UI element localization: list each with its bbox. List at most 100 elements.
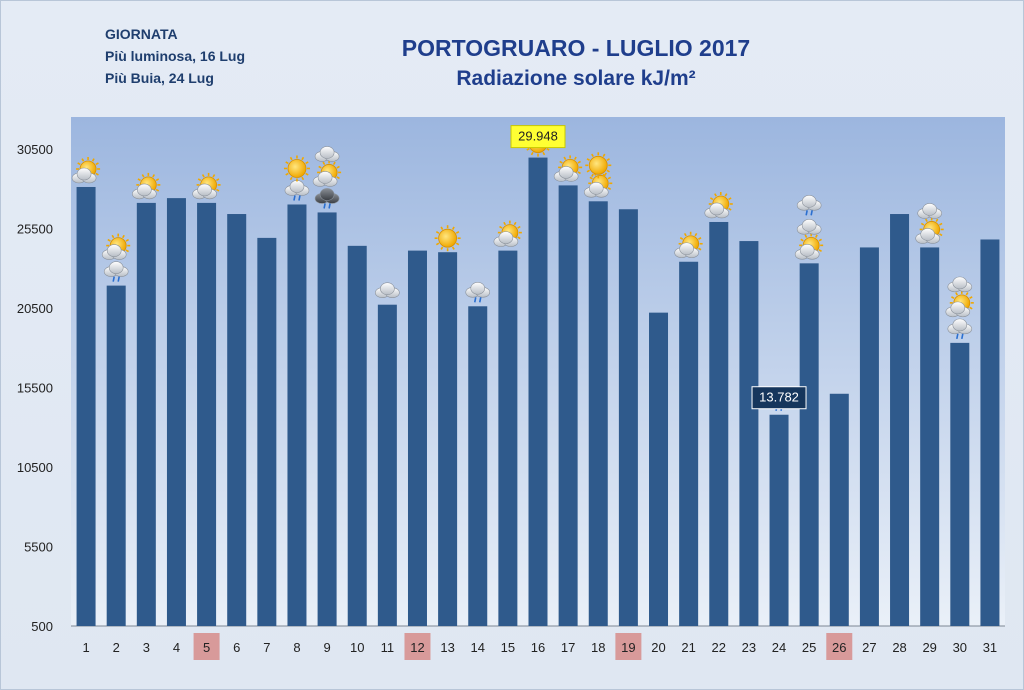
x-tick-label: 4 <box>173 640 180 655</box>
sun-icon <box>434 225 461 252</box>
bar <box>709 221 729 626</box>
x-tick-label: 12 <box>410 640 424 655</box>
bar <box>799 263 819 626</box>
cloud-rain-icon <box>465 281 491 303</box>
bar <box>166 198 186 626</box>
bar <box>257 237 277 626</box>
x-tick-label: 25 <box>802 640 816 655</box>
sun-icon <box>283 155 310 182</box>
y-tick-label: 5500 <box>24 539 53 554</box>
x-tick-label: 11 <box>381 640 395 655</box>
x-tick-label: 24 <box>772 640 786 655</box>
x-tick-label: 14 <box>471 640 485 655</box>
cloud-rain-icon <box>947 318 973 340</box>
cloud-icon <box>917 203 942 219</box>
data-label-box <box>751 386 807 410</box>
sun-cloud-icon <box>583 171 613 198</box>
cloud-icon <box>314 146 340 162</box>
sun-cloud-icon <box>945 290 974 318</box>
bar-series <box>76 157 1000 627</box>
bar <box>950 342 970 626</box>
x-tick-label: 10 <box>350 640 364 655</box>
cloud-icon <box>796 219 822 235</box>
storm-cloud-icon <box>314 188 340 209</box>
bar <box>317 212 337 626</box>
sun-cloud-icon <box>915 217 944 244</box>
bar <box>528 157 548 626</box>
bar <box>649 312 669 626</box>
x-axis: 1 2 3 4 5 6 7 8 9 10 11 12 13 14 15 16 17 18 19 20 21 22 23 24 2… <box>82 633 997 660</box>
bar <box>347 245 367 626</box>
bar <box>287 204 307 626</box>
bar <box>106 285 126 626</box>
cloud-rain-icon <box>103 261 129 282</box>
bar <box>980 239 1000 626</box>
y-tick-label: 25500 <box>17 221 53 236</box>
bar <box>920 247 940 626</box>
x-tick-label: 5 <box>203 640 210 655</box>
x-tick-label: 20 <box>651 640 665 655</box>
x-tick-label: 9 <box>323 640 330 655</box>
bar <box>438 252 458 626</box>
y-tick-label: 20500 <box>17 301 53 316</box>
sun-cloud-icon <box>794 233 824 260</box>
highlighted-day-box <box>826 633 853 660</box>
highlighted-day-box <box>404 633 431 660</box>
x-tick-label: 19 <box>621 640 635 655</box>
sun-cloud-icon <box>71 156 101 184</box>
x-tick-label: 6 <box>233 640 240 655</box>
x-tick-label: 28 <box>892 640 906 655</box>
highlighted-day-box <box>193 633 220 660</box>
sun-cloud-icon <box>493 220 522 247</box>
x-tick-label: 2 <box>113 640 120 655</box>
bar <box>136 202 156 627</box>
x-tick-label: 31 <box>983 640 997 655</box>
highlighted-day-box <box>615 633 642 660</box>
bar <box>558 185 578 626</box>
day-info-box: GIORNATA Più luminosa, 16 Lug Più Buia, … <box>105 23 245 89</box>
x-tick-label: 8 <box>293 640 300 655</box>
bar <box>76 186 96 627</box>
chart-title-block: PORTOGRUARO - LUGLIO 2017 Radiazione sol… <box>331 34 821 96</box>
x-tick-label: 1 <box>82 640 89 655</box>
x-tick-label: 3 <box>143 640 150 655</box>
x-tick-label: 21 <box>681 640 695 655</box>
x-tick-label: 18 <box>591 640 605 655</box>
bar <box>498 250 518 627</box>
y-tick-label: 500 <box>31 619 53 634</box>
sun-cloud-icon <box>674 231 703 259</box>
bar <box>890 214 910 626</box>
x-tick-label: 27 <box>862 640 876 655</box>
x-tick-label: 13 <box>440 640 454 655</box>
info-brightest-day: Più luminosa, 16 Lug <box>105 48 246 64</box>
x-tick-label: 17 <box>561 640 575 655</box>
cloud-rain-icon <box>284 180 310 201</box>
bar <box>588 201 608 626</box>
chart-title: PORTOGRUARO - LUGLIO 2017 <box>401 35 751 61</box>
x-tick-label: 30 <box>953 640 967 655</box>
x-tick-label: 29 <box>922 640 936 655</box>
x-tick-label: 26 <box>832 640 846 655</box>
bar <box>769 414 789 626</box>
bar <box>197 202 217 627</box>
sun-cloud-icon <box>192 172 221 200</box>
data-label: 13.782 <box>759 390 799 405</box>
data-labels: 29.948 13.782 <box>510 125 807 410</box>
x-tick-label: 7 <box>263 640 270 655</box>
cloud-icon <box>375 282 400 298</box>
bar <box>618 209 638 626</box>
bar <box>679 261 699 626</box>
sun-cloud-icon <box>312 160 342 187</box>
bar <box>829 393 849 626</box>
chart-subtitle: Radiazione solare kJ/m² <box>456 67 696 90</box>
data-label: 29.948 <box>518 129 558 144</box>
cloud-rain-icon <box>796 195 822 216</box>
cloud-icon <box>947 276 973 293</box>
weather-icons <box>71 130 974 411</box>
sun-cloud-icon <box>101 233 131 260</box>
data-label-box <box>510 125 566 149</box>
x-tick-label: 22 <box>712 640 726 655</box>
x-tick-label: 15 <box>501 640 515 655</box>
